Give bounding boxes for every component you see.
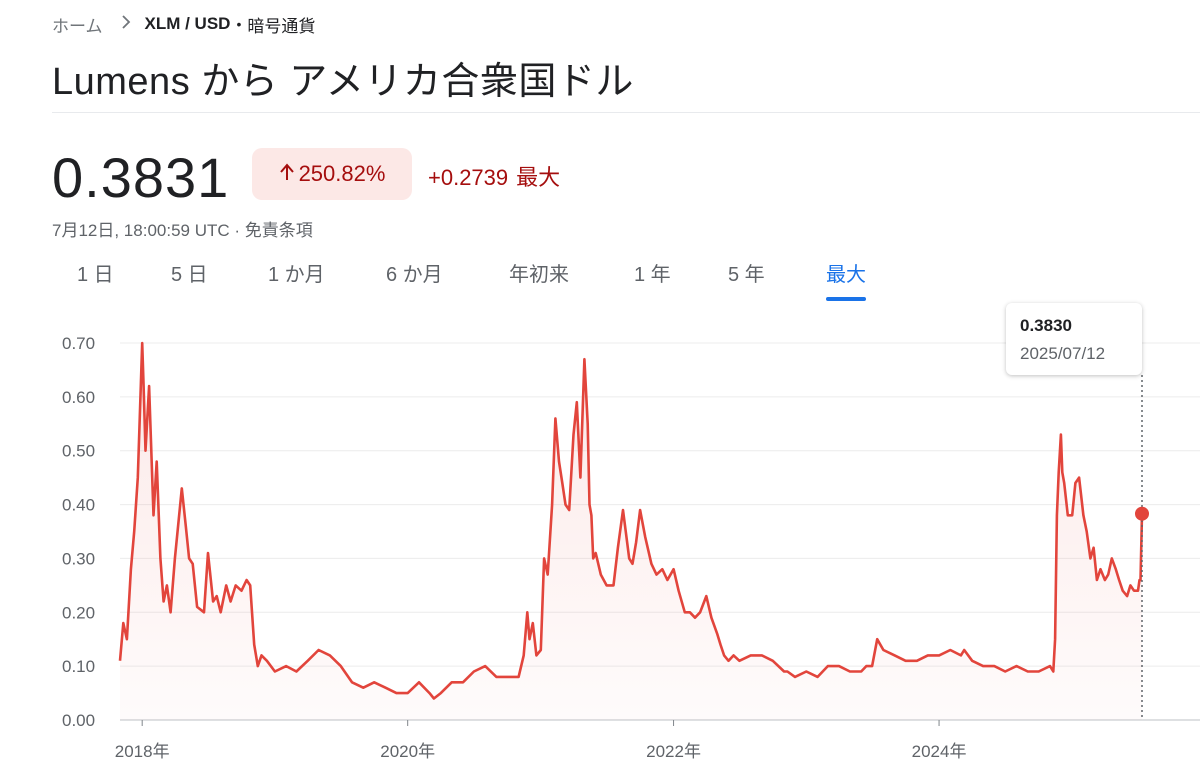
x-tick-label: 2024年 <box>912 742 967 761</box>
tab-6m[interactable]: 6 か月 <box>386 264 443 286</box>
y-tick-label: 0.30 <box>62 549 95 568</box>
y-tick-label: 0.60 <box>62 388 95 407</box>
x-tick-label: 2018年 <box>115 742 170 761</box>
page-title: Lumens から アメリカ合衆国ドル <box>52 61 634 103</box>
breadcrumb-separator-dot: • <box>236 16 242 32</box>
current-price: 0.3831 <box>52 146 230 209</box>
quote-timestamp: 7月12日, 18:00:59 UTC <box>52 221 230 240</box>
hover-marker-dot <box>1135 506 1149 521</box>
change-absolute: +0.2739 <box>428 165 509 190</box>
tab-1d[interactable]: 1 日 <box>77 264 114 286</box>
tab-1m[interactable]: 1 か月 <box>268 264 325 286</box>
price-line <box>118 341 1144 700</box>
change-absolute-row: +0.2739 最大 <box>428 160 560 192</box>
breadcrumb-home-link[interactable]: ホーム <box>52 16 103 36</box>
disclaimer-link[interactable]: 免責条項 <box>244 221 313 240</box>
quote-timestamp-row: 7月12日, 18:00:59 UTC · 免責条項 <box>52 221 313 240</box>
tooltip-value: 0.3830 <box>1020 316 1072 335</box>
y-tick-label: 0.20 <box>62 603 95 622</box>
x-tick-label: 2022年 <box>646 742 701 761</box>
breadcrumb-category: 暗号通貨 <box>247 16 316 36</box>
breadcrumb: ホーム XLM / USD • 暗号通貨 <box>52 12 315 36</box>
y-tick-label: 0.70 <box>62 334 95 353</box>
tab-ytd[interactable]: 年初来 <box>509 264 569 286</box>
chevron-right-icon <box>121 14 131 34</box>
tooltip-date: 2025/07/12 <box>1020 344 1106 363</box>
change-range-label: 最大 <box>516 165 561 190</box>
tab-5d[interactable]: 5 日 <box>171 264 208 286</box>
chart-tooltip: 0.3830 2025/07/12 <box>1006 303 1142 375</box>
y-tick-label: 0.00 <box>62 711 95 730</box>
breadcrumb-pair: XLM / USD <box>144 14 231 33</box>
price-area <box>120 343 1142 720</box>
y-tick-label: 0.40 <box>62 496 95 515</box>
change-percent: 250.82% <box>298 161 386 186</box>
arrow-up-icon <box>279 161 295 187</box>
tab-5y[interactable]: 5 年 <box>728 264 765 286</box>
y-tick-label: 0.50 <box>62 442 95 461</box>
price-chart[interactable]: 0.70 0.60 0.50 0.40 0.30 0.20 0.10 0.00 2018年 202… <box>0 300 1200 777</box>
tab-1y[interactable]: 1 年 <box>634 264 671 286</box>
tab-max[interactable]: 最大 <box>826 258 866 301</box>
y-tick-label: 0.10 <box>62 657 95 676</box>
x-tick-label: 2020年 <box>380 742 435 761</box>
change-percent-badge: 250.82% <box>252 148 412 200</box>
header-divider <box>52 112 1200 113</box>
